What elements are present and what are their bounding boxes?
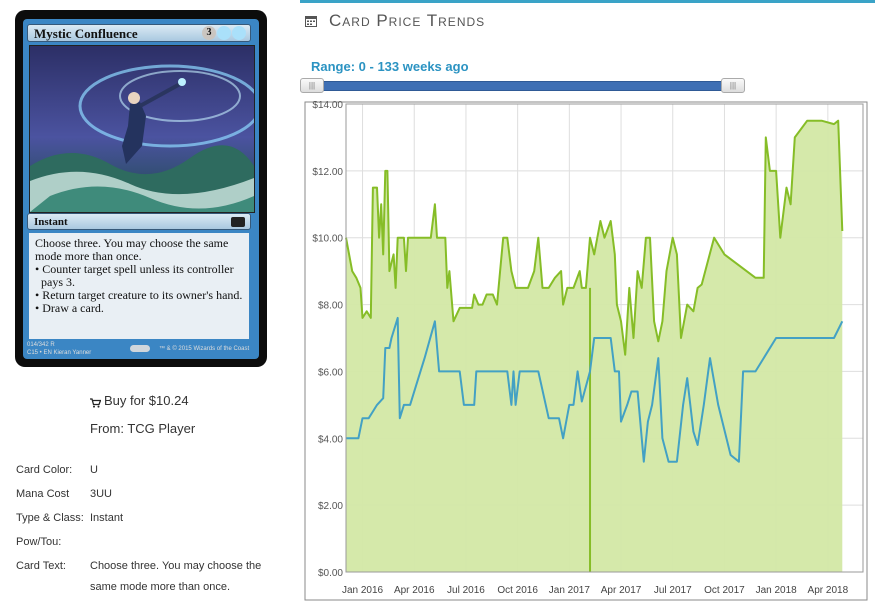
- artist-name: Kieran Yanner: [53, 350, 92, 356]
- rules-bullet: • Return target creature to its owner's …: [35, 288, 243, 302]
- x-tick-label: Apr 2018: [808, 585, 849, 596]
- x-tick-label: Apr 2016: [394, 585, 435, 596]
- card-type: Instant: [34, 216, 68, 228]
- x-tick-label: Jan 2018: [756, 585, 798, 596]
- card-image: Mystic Confluence 3: [15, 10, 267, 367]
- rules-bullet: • Counter target spell unless its contro…: [35, 262, 234, 289]
- rules-intro: Choose three. You may choose the same mo…: [35, 236, 229, 263]
- detail-label-mana-cost: Mana Cost: [16, 488, 70, 500]
- plot-border: [345, 103, 864, 573]
- card-name: Mystic Confluence: [34, 26, 138, 41]
- set-info: C15 • EN: [27, 350, 52, 356]
- detail-value-color: U: [90, 464, 98, 476]
- detail-label-pow-tou: Pow/Tou:: [16, 536, 62, 548]
- series-high-line: [345, 119, 844, 356]
- y-tick-label: $10.00: [312, 234, 343, 245]
- slider-handle-start[interactable]: |||: [300, 78, 324, 93]
- section-title: Card Price Trends: [329, 11, 486, 30]
- card-type-line: Instant: [27, 213, 251, 230]
- copyright: ™ & © 2015 Wizards of the Coast: [159, 346, 250, 352]
- detail-value-card-text: Choose three. You may choose the same mo…: [90, 560, 262, 593]
- y-tick-label: $4.00: [318, 434, 343, 445]
- holo-stamp: [130, 345, 150, 352]
- detail-label-type: Type & Class:: [16, 512, 84, 524]
- card-title-bar: Mystic Confluence 3: [27, 24, 251, 42]
- collector-number: 014/342 R: [27, 342, 55, 348]
- section-top-border: [300, 0, 875, 3]
- y-tick-label: $12.00: [312, 167, 343, 178]
- buy-link[interactable]: Buy for $10.24: [90, 393, 189, 411]
- x-tick-label: Oct 2017: [704, 585, 745, 596]
- mana-symbol-blue: [232, 26, 246, 40]
- x-tick-label: Jan 2017: [549, 585, 591, 596]
- y-tick-label: $14.00: [312, 101, 343, 111]
- detail-value-mana-cost: 3UU: [90, 488, 113, 500]
- x-tick-label: Oct 2016: [497, 585, 538, 596]
- set-symbol-icon: [231, 217, 245, 227]
- y-tick-label: $0.00: [318, 568, 343, 579]
- card-art: [29, 45, 255, 213]
- y-tick-label: $2.00: [318, 501, 343, 512]
- x-tick-label: Jul 2016: [447, 585, 485, 596]
- y-tick-label: $6.00: [318, 367, 343, 378]
- cart-icon: [90, 398, 104, 411]
- rules-bullet: • Draw a card.: [35, 301, 104, 315]
- calendar-icon: [305, 14, 317, 27]
- x-tick-label: Apr 2017: [601, 585, 642, 596]
- detail-label-card-text: Card Text:: [16, 560, 66, 572]
- detail-value-type: Instant: [90, 512, 124, 524]
- series-low-line: [346, 316, 844, 463]
- buy-label[interactable]: Buy for $10.24: [104, 393, 189, 408]
- card-footer: 014/342 R C15 • EN Kieran Yanner ™ & © 2…: [27, 341, 255, 357]
- price-chart: $0.00 $2.00 $4.00 $6.00 $8.00 $10.00 $12.00 $14…: [304, 101, 868, 601]
- x-tick-label: Jul 2017: [654, 585, 692, 596]
- slider-range-fill: [305, 81, 740, 91]
- card-frame: Mystic Confluence 3: [23, 19, 259, 359]
- range-slider[interactable]: ||| |||: [300, 78, 745, 93]
- mana-cost-symbols: 3: [202, 26, 246, 40]
- vendor-label: From: TCG Player: [90, 421, 196, 436]
- y-tick-label: $8.00: [318, 301, 343, 312]
- mana-symbol-blue: [217, 26, 231, 40]
- x-tick-label: Jan 2016: [342, 585, 384, 596]
- mana-symbol-generic: 3: [202, 26, 216, 40]
- card-rules-text: Choose three. You may choose the same mo…: [29, 233, 249, 339]
- slider-handle-end[interactable]: |||: [721, 78, 745, 93]
- detail-label-color: Card Color:: [16, 464, 73, 476]
- range-label: Range: 0 - 133 weeks ago: [311, 59, 469, 74]
